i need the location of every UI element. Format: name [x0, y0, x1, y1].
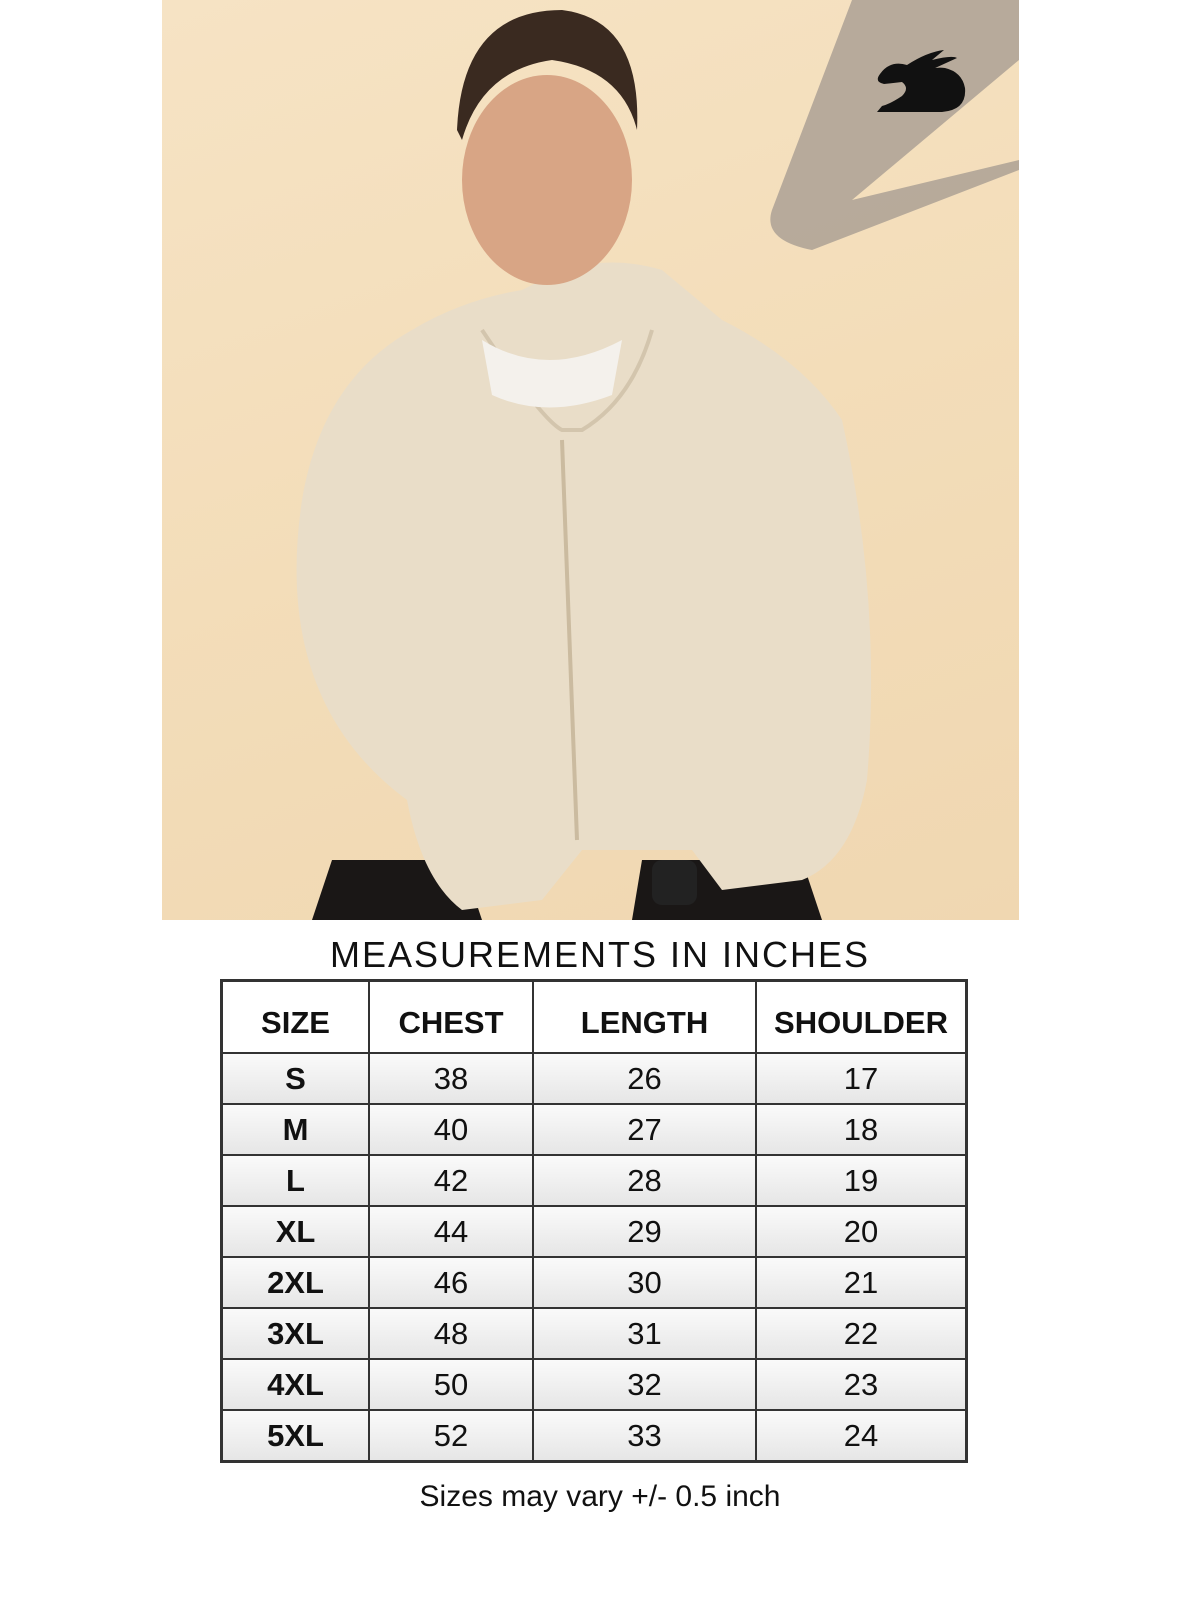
table-row: 2XL 46 30 21: [220, 1256, 968, 1309]
cell-shoulder: 20: [755, 1205, 968, 1258]
rabbit-logo-icon: [877, 50, 966, 112]
cell-chest: 46: [368, 1256, 534, 1309]
cell-length: 28: [532, 1154, 757, 1207]
cell-length: 26: [532, 1052, 757, 1105]
cell-chest: 42: [368, 1154, 534, 1207]
header-shoulder: SHOULDER: [755, 979, 968, 1054]
cell-length: 30: [532, 1256, 757, 1309]
table-row: M 40 27 18: [220, 1103, 968, 1156]
size-chart-table: SIZE CHEST LENGTH SHOULDER S 38 26 17 M 40 27 1…: [220, 979, 968, 1463]
cell-chest: 48: [368, 1307, 534, 1360]
cell-length: 29: [532, 1205, 757, 1258]
cell-size: L: [220, 1154, 370, 1207]
cell-chest: 50: [368, 1358, 534, 1411]
header-row: SIZE CHEST LENGTH SHOULDER: [220, 979, 968, 1054]
product-photo: [162, 0, 1019, 920]
cell-size: M: [220, 1103, 370, 1156]
table-row: 3XL 48 31 22: [220, 1307, 968, 1360]
cell-shoulder: 19: [755, 1154, 968, 1207]
cell-shoulder: 17: [755, 1052, 968, 1105]
cell-chest: 44: [368, 1205, 534, 1258]
hoodie-model-illustration: [296, 0, 1019, 920]
header-length: LENGTH: [532, 979, 757, 1054]
table-row: 5XL 52 33 24: [220, 1409, 968, 1463]
cell-chest: 38: [368, 1052, 534, 1105]
cell-chest: 52: [368, 1409, 534, 1463]
cell-size: S: [220, 1052, 370, 1105]
header-size: SIZE: [220, 979, 370, 1054]
cell-size: 3XL: [220, 1307, 370, 1360]
table-title: MEASUREMENTS IN INCHES: [329, 934, 871, 975]
table-row: S 38 26 17: [220, 1052, 968, 1105]
cell-size: 4XL: [220, 1358, 370, 1411]
cell-shoulder: 21: [755, 1256, 968, 1309]
table-row: XL 44 29 20: [220, 1205, 968, 1258]
cell-shoulder: 18: [755, 1103, 968, 1156]
cell-shoulder: 24: [755, 1409, 968, 1463]
cell-length: 27: [532, 1103, 757, 1156]
header-chest: CHEST: [368, 979, 534, 1054]
cell-shoulder: 23: [755, 1358, 968, 1411]
cell-shoulder: 22: [755, 1307, 968, 1360]
table-row: 4XL 50 32 23: [220, 1358, 968, 1411]
cell-size: 2XL: [220, 1256, 370, 1309]
size-variance-note: Sizes may vary +/- 0.5 inch: [419, 1480, 781, 1513]
cell-length: 32: [532, 1358, 757, 1411]
cell-size: XL: [220, 1205, 370, 1258]
cell-length: 31: [532, 1307, 757, 1360]
cell-size: 5XL: [220, 1409, 370, 1463]
table-row: L 42 28 19: [220, 1154, 968, 1207]
cell-chest: 40: [368, 1103, 534, 1156]
cell-length: 33: [532, 1409, 757, 1463]
